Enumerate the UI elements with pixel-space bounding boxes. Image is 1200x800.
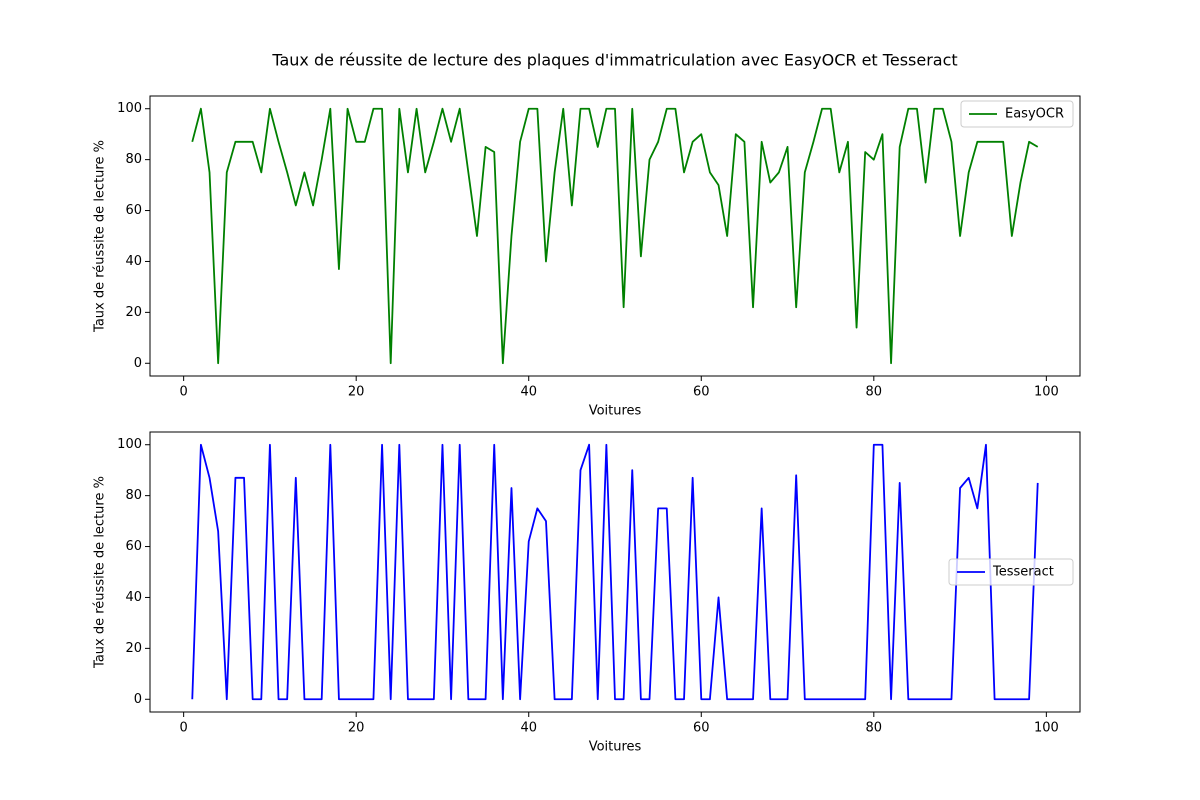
plot-frame xyxy=(149,95,1081,377)
x-tick-label: 80 xyxy=(866,721,883,736)
x-tick-label: 0 xyxy=(180,721,188,736)
series-line xyxy=(191,107,1039,365)
x-tick-label: 80 xyxy=(866,385,883,400)
y-tick-label: 100 xyxy=(117,101,142,116)
y-tick-label: 100 xyxy=(117,437,142,452)
legend-box xyxy=(948,558,1074,586)
y-axis-label: Taux de réussite de lecture % xyxy=(93,476,108,669)
x-tick-label: 40 xyxy=(520,385,537,400)
figure-title: Taux de réussite de lecture des plaques … xyxy=(271,51,957,70)
x-tick-label: 20 xyxy=(348,721,365,736)
y-tick-label: 0 xyxy=(134,692,142,707)
y-tick-label: 80 xyxy=(125,488,142,503)
y-tick-label: 60 xyxy=(125,539,142,554)
subplot: 0 20 40 60 80 100 0 20 40 60 80 100 Voitures Taux de … xyxy=(93,95,1081,419)
subplot: 0 20 40 60 80 100 0 20 40 60 80 100 Voitures Taux de … xyxy=(93,431,1081,755)
x-axis-label: Voitures xyxy=(589,740,642,755)
x-tick-label: 100 xyxy=(1034,721,1059,736)
y-tick-label: 40 xyxy=(125,254,142,269)
legend-label: EasyOCR xyxy=(1005,107,1064,122)
y-tick-label: 80 xyxy=(125,152,142,167)
y-tick-label: 20 xyxy=(125,305,142,320)
x-tick-label: 60 xyxy=(693,385,710,400)
legend-label: Tesseract xyxy=(992,565,1054,580)
y-tick-label: 60 xyxy=(125,203,142,218)
x-tick-label: 20 xyxy=(348,385,365,400)
x-axis-label: Voitures xyxy=(589,404,642,419)
legend-box xyxy=(960,100,1074,128)
x-tick-label: 60 xyxy=(693,721,710,736)
y-tick-label: 0 xyxy=(134,356,142,371)
y-tick-label: 40 xyxy=(125,590,142,605)
x-tick-label: 0 xyxy=(180,385,188,400)
x-tick-label: 40 xyxy=(520,721,537,736)
y-axis-label: Taux de réussite de lecture % xyxy=(93,140,108,333)
plot-frame xyxy=(149,431,1081,713)
y-tick-label: 20 xyxy=(125,641,142,656)
series-line xyxy=(191,443,1039,701)
x-tick-label: 100 xyxy=(1034,385,1059,400)
